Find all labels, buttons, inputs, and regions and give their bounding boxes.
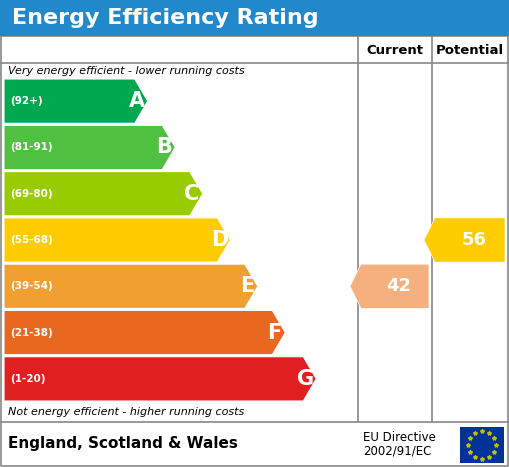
Text: (1-20): (1-20) <box>10 374 45 384</box>
Polygon shape <box>350 264 429 308</box>
FancyBboxPatch shape <box>460 427 504 463</box>
Polygon shape <box>4 125 175 170</box>
Text: Potential: Potential <box>435 43 503 57</box>
Text: 2002/91/EC: 2002/91/EC <box>363 445 431 458</box>
Polygon shape <box>4 264 258 308</box>
Text: (69-80): (69-80) <box>10 189 52 199</box>
Text: A: A <box>129 91 145 111</box>
Text: 42: 42 <box>386 277 411 295</box>
Text: (81-91): (81-91) <box>10 142 52 152</box>
Text: G: G <box>297 369 314 389</box>
FancyBboxPatch shape <box>0 0 509 36</box>
Polygon shape <box>4 171 203 216</box>
FancyBboxPatch shape <box>1 36 508 466</box>
Text: (55-68): (55-68) <box>10 235 53 245</box>
Text: EU Directive: EU Directive <box>363 431 436 444</box>
Text: Current: Current <box>366 43 423 57</box>
Text: Energy Efficiency Rating: Energy Efficiency Rating <box>12 8 319 28</box>
Text: (39-54): (39-54) <box>10 281 53 291</box>
Polygon shape <box>424 218 505 262</box>
Text: (92+): (92+) <box>10 96 43 106</box>
Text: (21-38): (21-38) <box>10 327 53 338</box>
Text: England, Scotland & Wales: England, Scotland & Wales <box>8 436 238 451</box>
Text: F: F <box>267 323 281 343</box>
Text: Very energy efficient - lower running costs: Very energy efficient - lower running co… <box>8 66 245 76</box>
Polygon shape <box>4 357 316 401</box>
Text: D: D <box>211 230 228 250</box>
Polygon shape <box>4 79 148 123</box>
Text: E: E <box>240 276 254 296</box>
Text: Not energy efficient - higher running costs: Not energy efficient - higher running co… <box>8 407 244 417</box>
Polygon shape <box>4 311 286 355</box>
Text: B: B <box>156 137 172 157</box>
Text: 56: 56 <box>462 231 487 249</box>
Text: C: C <box>184 184 200 204</box>
Polygon shape <box>4 218 230 262</box>
